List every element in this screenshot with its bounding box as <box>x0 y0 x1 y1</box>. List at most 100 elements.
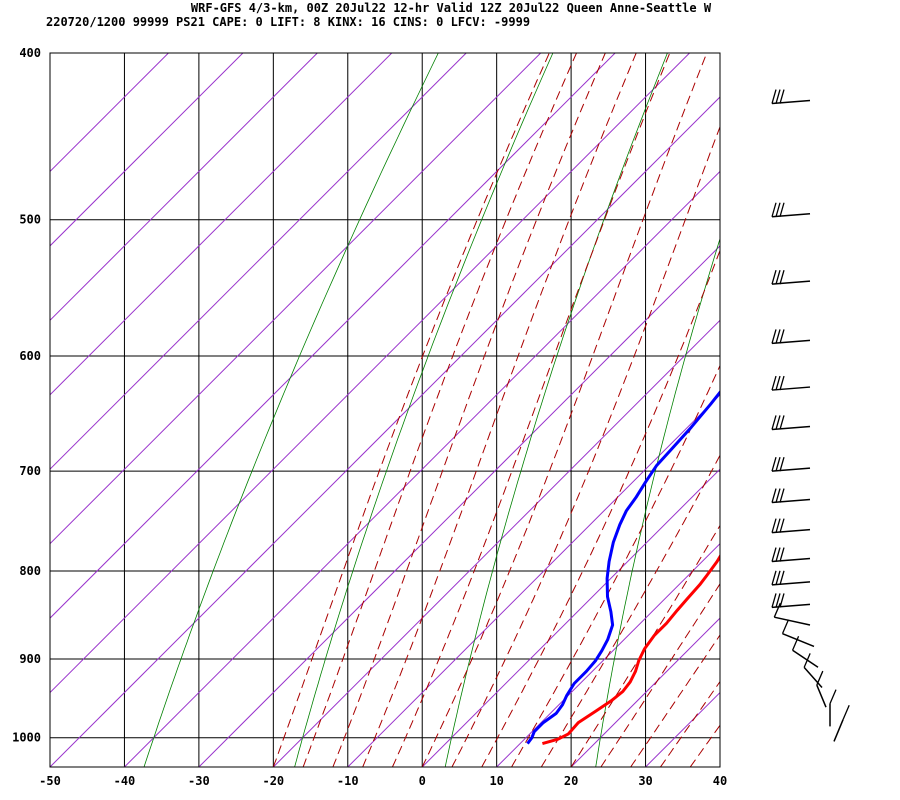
barb-staff <box>771 557 811 563</box>
barb-flag <box>775 547 781 562</box>
dry-adiabat <box>595 237 720 767</box>
x-tick-label: 40 <box>713 774 727 788</box>
dewpoint-line <box>526 389 720 745</box>
barb-flag <box>779 570 785 586</box>
wind-barb <box>803 653 823 688</box>
wind-barb <box>771 488 811 504</box>
y-tick-label: 900 <box>19 652 41 666</box>
isotherm <box>719 766 720 767</box>
barb-staff <box>771 603 811 609</box>
x-tick-label: -40 <box>114 774 136 788</box>
wind-barb <box>829 689 837 727</box>
wind-barb <box>771 375 811 391</box>
barb-staff <box>771 581 811 586</box>
barb-flag <box>779 593 785 608</box>
barb-staff <box>833 719 844 742</box>
moist-adiabat <box>689 724 720 767</box>
barb-staff <box>803 666 823 688</box>
barb-flag <box>771 456 777 472</box>
stats-line: 220720/1200 99999 PS21 CAPE: 0 LIFT: 8 K… <box>46 15 530 29</box>
isotherm <box>198 245 720 767</box>
isotherm <box>347 394 720 767</box>
y-tick-label: 700 <box>19 464 41 478</box>
barb-flag <box>842 705 850 720</box>
barb-flag <box>779 518 785 533</box>
barb-flag <box>771 269 777 285</box>
isotherm <box>124 170 720 767</box>
y-tick-label: 1000 <box>12 731 41 745</box>
moist-adiabat <box>481 249 720 767</box>
x-tick-label: 0 <box>419 774 426 788</box>
wind-barb <box>771 518 811 534</box>
barb-flag <box>775 456 781 472</box>
moist-adiabat <box>332 53 606 767</box>
wind-barb <box>781 619 815 648</box>
barb-flag <box>771 570 777 586</box>
barb-flag <box>829 689 837 704</box>
wind-barb <box>833 705 850 742</box>
barb-staff <box>774 616 811 626</box>
wind-barb <box>771 456 811 472</box>
isotherm <box>50 96 720 767</box>
isotherm <box>421 468 720 767</box>
moist-adiabat <box>511 364 720 767</box>
y-tick-label: 800 <box>19 564 41 578</box>
x-axis-ticks: -50 -40 -30 -20 -10 0 10 20 30 40 <box>39 774 727 788</box>
barb-flag <box>779 547 785 562</box>
moist-adiabat <box>719 766 720 767</box>
x-tick-label: -30 <box>188 774 210 788</box>
barb-staff <box>771 498 811 504</box>
x-tick-label: -10 <box>337 774 359 788</box>
wind-barb <box>791 636 819 668</box>
barb-staff <box>771 467 811 472</box>
reference-lines <box>50 53 896 767</box>
grid <box>50 53 720 767</box>
x-tick-label: 20 <box>564 774 578 788</box>
barb-flag <box>779 89 785 104</box>
wind-barb <box>771 329 811 345</box>
barb-flag <box>771 202 777 217</box>
dry-adiabat <box>746 53 896 767</box>
barb-flag <box>775 518 781 533</box>
barb-flag <box>771 329 777 344</box>
wind-barb <box>771 570 811 586</box>
y-tick-label: 500 <box>19 213 41 227</box>
x-tick-label: -50 <box>39 774 61 788</box>
barb-flag <box>775 593 781 608</box>
barb-flag <box>773 602 781 618</box>
isotherm <box>50 53 690 694</box>
barb-staff <box>771 339 811 345</box>
barb-flag <box>779 202 785 217</box>
wind-barb <box>771 202 811 218</box>
moist-adiabat <box>659 680 720 767</box>
chart-title: WRF-GFS 4/3-km, 00Z 20Jul22 12-hr Valid … <box>191 1 712 15</box>
barb-flag <box>771 375 777 391</box>
dry-adiabat <box>143 53 439 767</box>
isotherm <box>50 53 318 322</box>
wind-barbs <box>771 89 850 742</box>
temperature-line <box>541 553 720 746</box>
barb-flag <box>803 653 811 668</box>
barb-staff <box>771 386 811 391</box>
isotherm <box>645 691 720 767</box>
wind-barb <box>771 593 811 609</box>
barb-flag <box>771 518 777 533</box>
isotherm <box>50 53 244 247</box>
barb-flag <box>775 415 781 430</box>
y-tick-label: 400 <box>19 46 41 60</box>
barb-flag <box>775 269 781 285</box>
barb-flag <box>775 488 781 503</box>
barb-flag <box>775 89 781 104</box>
barb-flag <box>775 329 781 344</box>
isotherm <box>50 53 542 545</box>
isotherm <box>50 53 616 619</box>
barb-flag <box>779 488 785 503</box>
x-tick-label: -20 <box>262 774 284 788</box>
moist-adiabat <box>272 53 550 767</box>
isotherm <box>50 53 467 470</box>
x-tick-label: 10 <box>489 774 503 788</box>
moist-adiabat <box>302 53 577 767</box>
sounding-profiles <box>526 389 720 746</box>
moist-adiabat <box>451 125 720 767</box>
